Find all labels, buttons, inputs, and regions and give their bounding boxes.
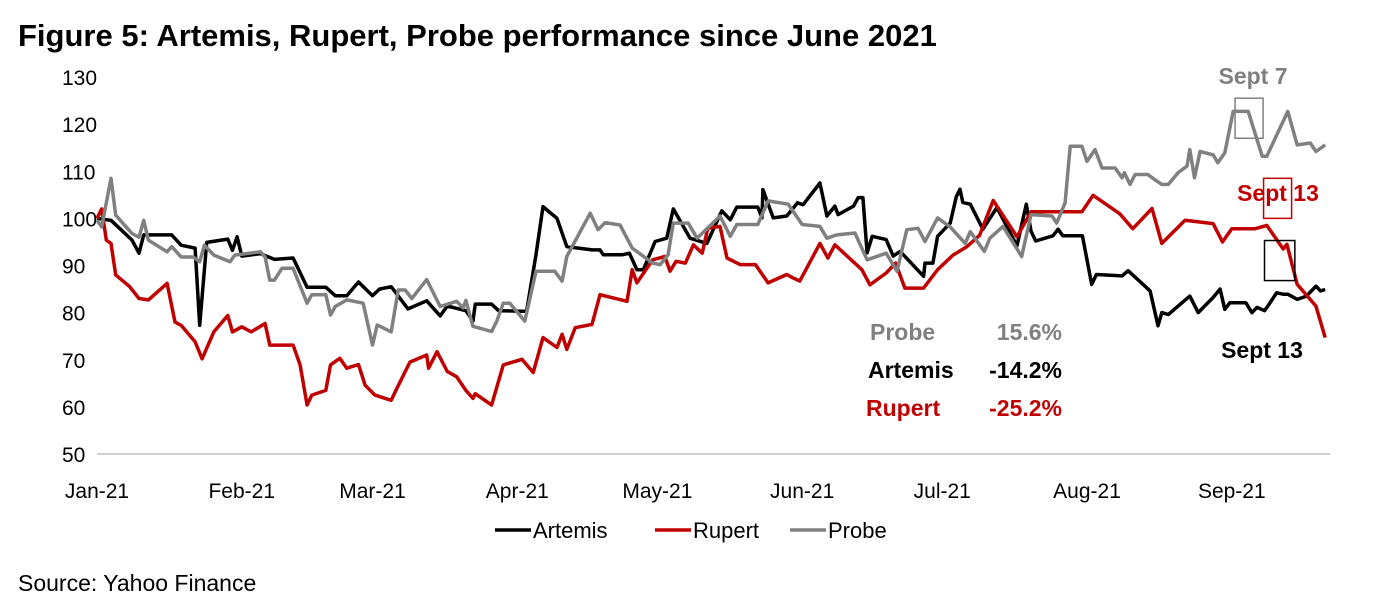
x-tick-label: Sep-21 (1198, 480, 1266, 503)
chart-title: Figure 5: Artemis, Rupert, Probe perform… (18, 18, 937, 53)
annotation-label: Sept 13 (1221, 337, 1303, 363)
performance-summary: Probe 15.6% Artemis -14.2% Rupert -25.2% (866, 319, 1062, 421)
annotation-label: Sept 13 (1237, 180, 1319, 206)
annotations: Sept 7 Sept 13 Sept 13 (1218, 63, 1318, 363)
performance-value: 15.6% (997, 319, 1062, 345)
y-tick-label: 70 (62, 350, 85, 373)
source-note: Source: Yahoo Finance (18, 570, 256, 596)
x-tick-label: Jan-21 (65, 480, 129, 503)
performance-name: Artemis (868, 357, 954, 383)
x-tick-label: Mar-21 (339, 480, 406, 503)
annotation-label: Sept 7 (1218, 63, 1287, 89)
legend-label: Probe (828, 518, 887, 543)
y-tick-label: 80 (62, 303, 85, 326)
x-tick-label: May-21 (622, 480, 692, 503)
legend: Artemis Rupert Probe (495, 518, 887, 543)
annotation-box (1262, 177, 1293, 220)
performance-value: -25.2% (989, 395, 1062, 421)
y-tick-label: 100 (62, 208, 97, 231)
series-lines (95, 109, 1327, 407)
performance-name: Probe (870, 319, 935, 345)
series-line-rupert (95, 193, 1327, 407)
series-line-probe (95, 109, 1327, 347)
legend-label: Rupert (693, 518, 759, 543)
y-tick-label: 110 (62, 161, 95, 184)
x-axis: Jan-21 Feb-21 Mar-21 Apr-21 May-21 Jun-21 Jul-… (65, 480, 1266, 503)
performance-value: -14.2% (989, 357, 1062, 383)
legend-label: Artemis (533, 518, 608, 543)
annotation-box (1234, 97, 1264, 140)
y-tick-label: 60 (62, 397, 85, 420)
annotation-box (1263, 239, 1296, 282)
x-tick-label: Jul-21 (914, 480, 971, 503)
x-tick-label: Apr-21 (486, 480, 549, 503)
performance-name: Rupert (866, 395, 940, 421)
x-tick-label: Jun-21 (770, 480, 834, 503)
y-tick-label: 50 (62, 444, 85, 467)
series-line-artemis (96, 181, 1326, 328)
y-tick-label: 90 (62, 256, 85, 279)
x-tick-label: Aug-21 (1053, 480, 1121, 503)
x-tick-label: Feb-21 (208, 480, 275, 503)
y-tick-label: 120 (62, 114, 97, 137)
y-tick-label: 130 (62, 67, 97, 90)
y-axis: 50 60 70 80 90 100 110 120 130 (62, 67, 97, 467)
